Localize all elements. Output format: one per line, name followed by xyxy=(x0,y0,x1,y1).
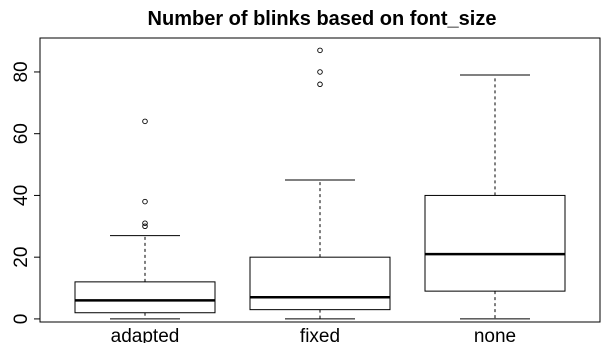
y-tick-label: 20 xyxy=(11,247,32,268)
plot-area xyxy=(74,47,566,320)
box-fixed xyxy=(249,47,391,320)
axis-layer: 0 20 40 60 80 adapted fixed none xyxy=(11,37,601,343)
iqr-box xyxy=(424,194,566,292)
outlier-point xyxy=(317,69,323,75)
plot-frame xyxy=(39,37,601,323)
outlier-point xyxy=(142,118,148,125)
iqr-box xyxy=(74,281,216,314)
y-tick-label: 60 xyxy=(11,123,32,144)
y-tick-label: 0 xyxy=(11,314,32,325)
y-tick-label: 40 xyxy=(11,185,32,206)
y-tick-label: 80 xyxy=(11,61,32,82)
chart-title: Number of blinks based on font_size xyxy=(148,8,497,30)
outlier-point xyxy=(142,223,148,230)
box-none xyxy=(424,74,566,320)
iqr-box xyxy=(249,256,391,311)
outlier-point xyxy=(317,47,323,54)
outlier-point xyxy=(317,81,323,88)
outlier-point xyxy=(142,198,148,205)
outlier-point xyxy=(142,220,148,226)
x-tick-label: adapted xyxy=(111,326,180,343)
box-adapted xyxy=(74,118,216,320)
x-tick-label: none xyxy=(474,326,516,343)
x-tick-label: fixed xyxy=(300,326,340,343)
